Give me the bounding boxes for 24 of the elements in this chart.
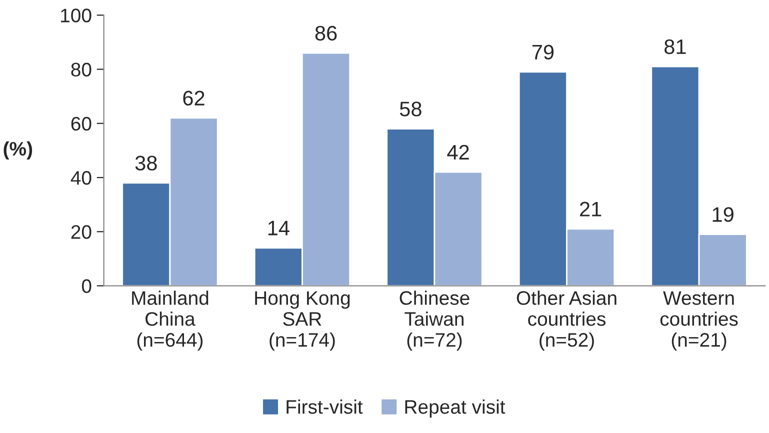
y-axis-title: (%) xyxy=(4,141,32,160)
data-label: 19 xyxy=(712,207,734,222)
data-label: 62 xyxy=(183,90,204,106)
y-tick-label: 60 xyxy=(71,116,92,131)
y-tick-label: 100 xyxy=(61,8,92,22)
data-label: 86 xyxy=(315,26,337,41)
y-tick-label: 20 xyxy=(71,225,92,239)
y-tick-label: 0 xyxy=(82,279,92,294)
data-label: 21 xyxy=(580,202,602,216)
legend-label: Repeat visit xyxy=(405,400,506,418)
x-tick-label: Chinese Taiwan (n=72) xyxy=(400,290,470,351)
y-tick-label: 40 xyxy=(70,171,92,185)
data-label: 81 xyxy=(664,39,686,54)
y-tick-label: 80 xyxy=(71,62,92,77)
x-tick-label: Hong Kong SAR (n=174) xyxy=(255,291,350,351)
x-tick-label: Other Asian countries (n=52) xyxy=(516,290,616,351)
data-label: 58 xyxy=(400,102,422,116)
data-label: 42 xyxy=(447,144,469,160)
x-tick-label: Mainland China (n=644) xyxy=(132,290,208,351)
data-label: 14 xyxy=(268,220,290,236)
legend-label: First-visit xyxy=(286,400,363,414)
data-label: 38 xyxy=(135,156,157,170)
x-tick-label: Western countries (n=21) xyxy=(660,291,738,351)
data-label: 79 xyxy=(532,44,554,60)
